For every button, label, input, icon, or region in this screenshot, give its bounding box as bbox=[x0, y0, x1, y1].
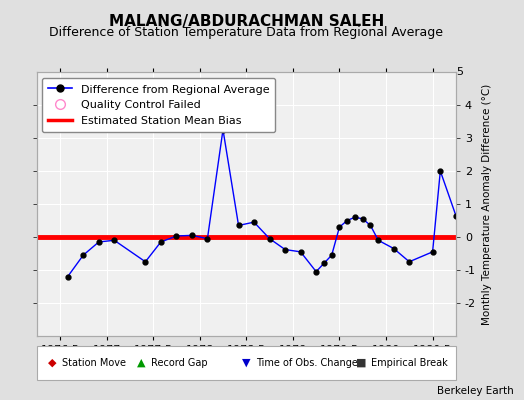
Text: ◆: ◆ bbox=[48, 358, 57, 368]
Legend: Difference from Regional Average, Quality Control Failed, Estimated Station Mean: Difference from Regional Average, Qualit… bbox=[42, 78, 275, 132]
Text: Empirical Break: Empirical Break bbox=[371, 358, 447, 368]
Text: Time of Obs. Change: Time of Obs. Change bbox=[256, 358, 357, 368]
Text: ■: ■ bbox=[356, 358, 367, 368]
Text: MALANG/ABDURACHMAN SALEH: MALANG/ABDURACHMAN SALEH bbox=[108, 14, 384, 29]
Text: ▲: ▲ bbox=[137, 358, 146, 368]
Text: 5: 5 bbox=[456, 67, 463, 77]
Text: Record Gap: Record Gap bbox=[151, 358, 208, 368]
Text: Station Move: Station Move bbox=[62, 358, 126, 368]
Text: ▼: ▼ bbox=[242, 358, 250, 368]
Text: Difference of Station Temperature Data from Regional Average: Difference of Station Temperature Data f… bbox=[49, 26, 443, 39]
Text: Berkeley Earth: Berkeley Earth bbox=[437, 386, 514, 396]
Y-axis label: Monthly Temperature Anomaly Difference (°C): Monthly Temperature Anomaly Difference (… bbox=[482, 83, 492, 325]
